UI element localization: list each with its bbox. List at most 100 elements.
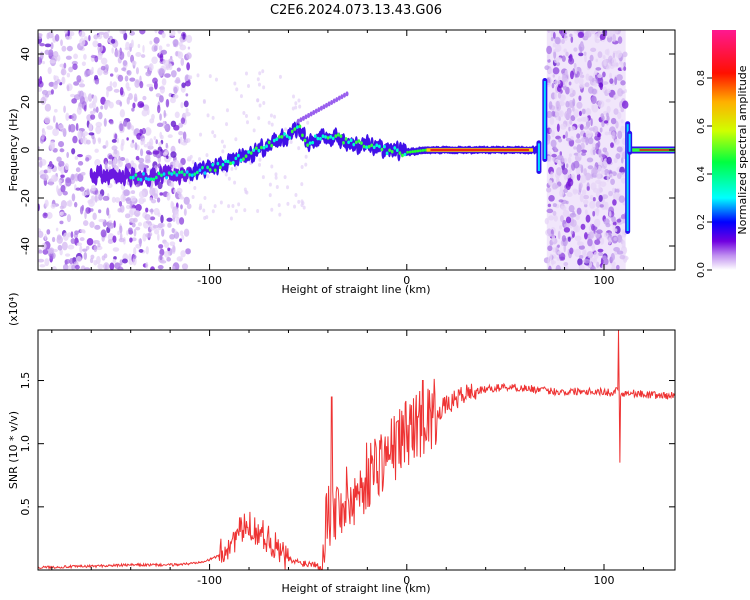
noise-blob — [98, 111, 103, 120]
noise-blob — [149, 118, 155, 124]
noise-blob — [203, 195, 207, 200]
noise-blob — [138, 157, 145, 164]
noise-blob — [552, 32, 556, 39]
noise-blob — [574, 72, 578, 78]
noise-blob — [597, 248, 604, 253]
noise-blob — [620, 107, 625, 113]
noise-blob — [286, 185, 290, 190]
noise-blob — [603, 120, 609, 124]
noise-blob — [74, 230, 79, 235]
noise-blob — [51, 266, 57, 270]
noise-blob — [60, 199, 67, 209]
noise-blob — [598, 194, 603, 202]
noise-blob — [559, 225, 563, 230]
noise-blob — [585, 73, 590, 81]
noise-blob — [182, 131, 187, 140]
noise-blob — [73, 53, 79, 60]
noise-blob — [51, 174, 58, 183]
noise-blob — [567, 236, 571, 242]
noise-blob — [94, 194, 98, 203]
noise-blob — [580, 42, 584, 48]
noise-blob — [39, 43, 45, 47]
ridge-core — [195, 170, 199, 175]
ridge-core — [198, 168, 202, 173]
noise-blob — [597, 251, 604, 257]
noise-blob — [159, 248, 165, 256]
noise-blob — [622, 51, 628, 58]
noise-blob — [608, 210, 612, 217]
noise-blob — [557, 91, 562, 99]
snr-line-layer — [38, 330, 675, 570]
noise-blob — [60, 174, 65, 178]
noise-blob — [139, 81, 144, 89]
noise-blob — [170, 97, 176, 104]
noise-blob — [83, 104, 87, 112]
snr-ylabel: SNR (10 * v/v) — [7, 411, 20, 489]
colorbar: 0.0 0.2 0.4 0.6 0.8 Normalized spectral ampl… — [696, 30, 749, 278]
noise-blob — [244, 114, 248, 119]
ridge-core — [311, 140, 315, 145]
ridge-core — [319, 137, 322, 141]
noise-blob — [139, 30, 146, 35]
noise-blob — [153, 36, 160, 44]
noise-blob — [156, 122, 164, 128]
noise-blob — [577, 31, 585, 39]
noise-blob — [568, 153, 573, 158]
noise-blob — [94, 158, 101, 167]
noise-blob — [173, 43, 177, 47]
noise-blob — [174, 79, 181, 84]
noise-blob — [609, 78, 614, 85]
noise-blob — [573, 146, 577, 150]
noise-blob — [258, 103, 262, 108]
noise-blob — [169, 241, 176, 247]
noise-blob — [583, 232, 588, 240]
noise-blob — [243, 187, 247, 192]
noise-blob — [145, 71, 152, 77]
noise-blob — [211, 115, 215, 120]
noise-blob — [613, 94, 619, 99]
ridge-core — [339, 134, 343, 138]
ridge-core — [301, 133, 304, 138]
noise-blob — [66, 72, 71, 78]
noise-blob — [173, 94, 179, 99]
noise-blob — [277, 203, 281, 208]
noise-blob — [111, 47, 114, 54]
noise-blob — [178, 41, 183, 47]
noise-blob — [551, 110, 556, 117]
noise-blob — [119, 123, 124, 132]
noise-blob — [144, 127, 152, 136]
noise-blob — [227, 176, 231, 181]
noise-blob — [171, 202, 175, 209]
noise-blob — [616, 146, 623, 153]
noise-blob — [66, 214, 72, 223]
noise-blob — [79, 90, 84, 99]
noise-blob — [549, 116, 555, 125]
figure-title: C2E6.2024.073.13.43.G06 — [270, 3, 442, 18]
noise-blob — [208, 74, 212, 79]
noise-blob — [586, 250, 594, 259]
noise-blob — [585, 136, 589, 146]
noise-blob — [94, 75, 99, 81]
ridge-tail — [335, 97, 339, 103]
noise-blob — [108, 154, 113, 160]
noise-blob — [138, 197, 145, 205]
noise-blob — [159, 192, 164, 196]
noise-blob — [163, 241, 170, 248]
noise-blob — [576, 144, 582, 153]
ridge-core — [408, 150, 412, 154]
ridge-core — [401, 153, 404, 158]
noise-blob — [557, 251, 562, 255]
noise-blob — [43, 169, 48, 174]
noise-blob — [126, 137, 129, 141]
noise-blob — [584, 82, 590, 88]
noise-blob — [143, 144, 149, 148]
noise-blob — [611, 232, 618, 236]
ridge-tail — [312, 110, 316, 116]
noise-blob — [601, 194, 609, 200]
noise-blob — [178, 122, 184, 128]
noise-blob — [595, 58, 599, 63]
noise-blob — [134, 79, 140, 88]
ridge-core — [342, 140, 345, 145]
noise-blob — [268, 193, 272, 198]
noise-blob — [88, 103, 93, 109]
